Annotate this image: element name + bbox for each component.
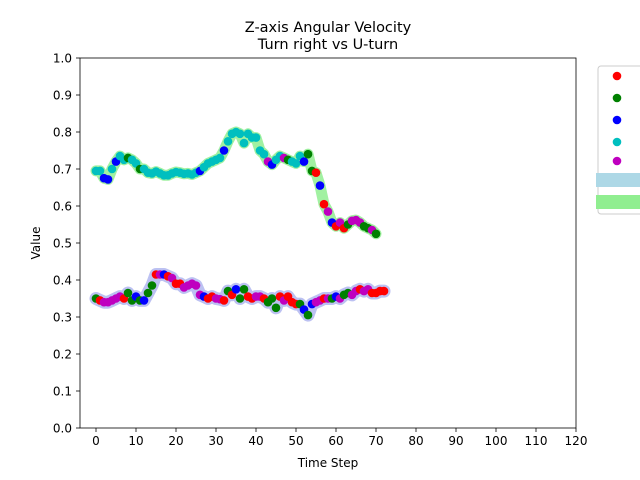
data-point-s0-52 xyxy=(299,157,309,166)
y-tick-label: 0.4 xyxy=(53,274,72,288)
data-point-s1-35 xyxy=(231,285,241,294)
y-tick-label: 0.6 xyxy=(53,200,72,214)
legend-band-6 xyxy=(596,195,640,209)
data-point-s0-50 xyxy=(291,159,301,168)
data-point-s1-25 xyxy=(191,281,201,290)
data-point-s0-33 xyxy=(223,137,233,146)
data-point-s1-36 xyxy=(235,294,245,303)
x-tick-label: 90 xyxy=(448,434,463,448)
data-point-s1-32 xyxy=(219,296,229,305)
y-tick-label: 0.7 xyxy=(53,163,72,177)
data-point-s0-56 xyxy=(315,181,325,190)
data-point-s0-55 xyxy=(311,168,321,177)
data-point-s1-8 xyxy=(123,288,133,298)
data-point-s1-53 xyxy=(303,310,313,320)
data-point-s1-37 xyxy=(239,285,249,294)
data-point-s0-40 xyxy=(251,133,261,142)
y-tick-label: 0.3 xyxy=(53,311,72,325)
legend-marker-0 xyxy=(612,71,622,81)
data-point-s0-36 xyxy=(235,129,245,139)
legend-marker-2 xyxy=(612,115,622,125)
data-point-s0-3 xyxy=(103,175,113,184)
x-tick-label: 20 xyxy=(168,434,183,448)
x-tick-label: 30 xyxy=(208,434,223,448)
data-point-s0-70 xyxy=(371,229,381,239)
legend-marker-3 xyxy=(612,137,622,147)
data-point-s0-53 xyxy=(303,149,313,159)
data-point-s1-45 xyxy=(271,303,281,313)
y-tick-label: 0.8 xyxy=(53,126,72,140)
data-point-s1-44 xyxy=(267,294,277,303)
data-point-s1-12 xyxy=(139,296,149,305)
data-point-s0-58 xyxy=(323,207,333,216)
data-point-s0-42 xyxy=(259,149,269,159)
data-point-s0-37 xyxy=(239,138,249,148)
x-tick-label: 80 xyxy=(408,434,423,448)
x-tick-label: 70 xyxy=(368,434,383,448)
chart-title: Z-axis Angular Velocity xyxy=(245,20,412,36)
data-point-s0-1 xyxy=(95,166,105,176)
legend-entries xyxy=(596,71,640,209)
y-tick-label: 0.2 xyxy=(53,348,72,362)
x-tick-label: 120 xyxy=(565,434,588,448)
chart-subtitle: Turn right vs U-turn xyxy=(257,37,398,53)
legend xyxy=(596,65,640,215)
data-point-s0-57 xyxy=(319,199,329,209)
x-tick-label: 50 xyxy=(288,434,303,448)
legend-marker-4 xyxy=(612,156,622,166)
y-axis-label: Value xyxy=(29,227,43,260)
x-axis-label: Time Step xyxy=(297,456,359,470)
y-tick-label: 0.9 xyxy=(53,89,72,103)
x-tick-label: 100 xyxy=(485,434,508,448)
x-tick-label: 10 xyxy=(128,434,143,448)
y-axis: 0.0 0.1 0.2 0.3 0.4 0.5 0.6 0.7 0.8 0.9 1.0 xyxy=(53,52,80,436)
x-tick-label: 110 xyxy=(525,434,548,448)
y-tick-label: 0.1 xyxy=(53,385,72,399)
y-tick-label: 0.5 xyxy=(53,237,72,251)
data-point-s1-14 xyxy=(147,281,157,290)
legend-marker-1 xyxy=(612,93,622,103)
data-point-s1-13 xyxy=(143,288,153,298)
data-point-s0-4 xyxy=(107,164,117,174)
y-tick-label: 1.0 xyxy=(53,52,72,66)
data-point-s1-72 xyxy=(379,286,389,296)
legend-band-5 xyxy=(596,173,640,187)
x-tick-label: 60 xyxy=(328,434,343,448)
x-tick-label: 0 xyxy=(92,434,100,448)
points-layer xyxy=(91,127,389,320)
data-point-s0-31 xyxy=(215,153,225,163)
x-tick-label: 40 xyxy=(248,434,263,448)
y-tick-label: 0.0 xyxy=(53,422,72,436)
x-axis: 0 10 20 30 40 50 60 70 80 90 100 110 120 xyxy=(92,428,587,448)
data-point-s0-32 xyxy=(219,146,229,155)
